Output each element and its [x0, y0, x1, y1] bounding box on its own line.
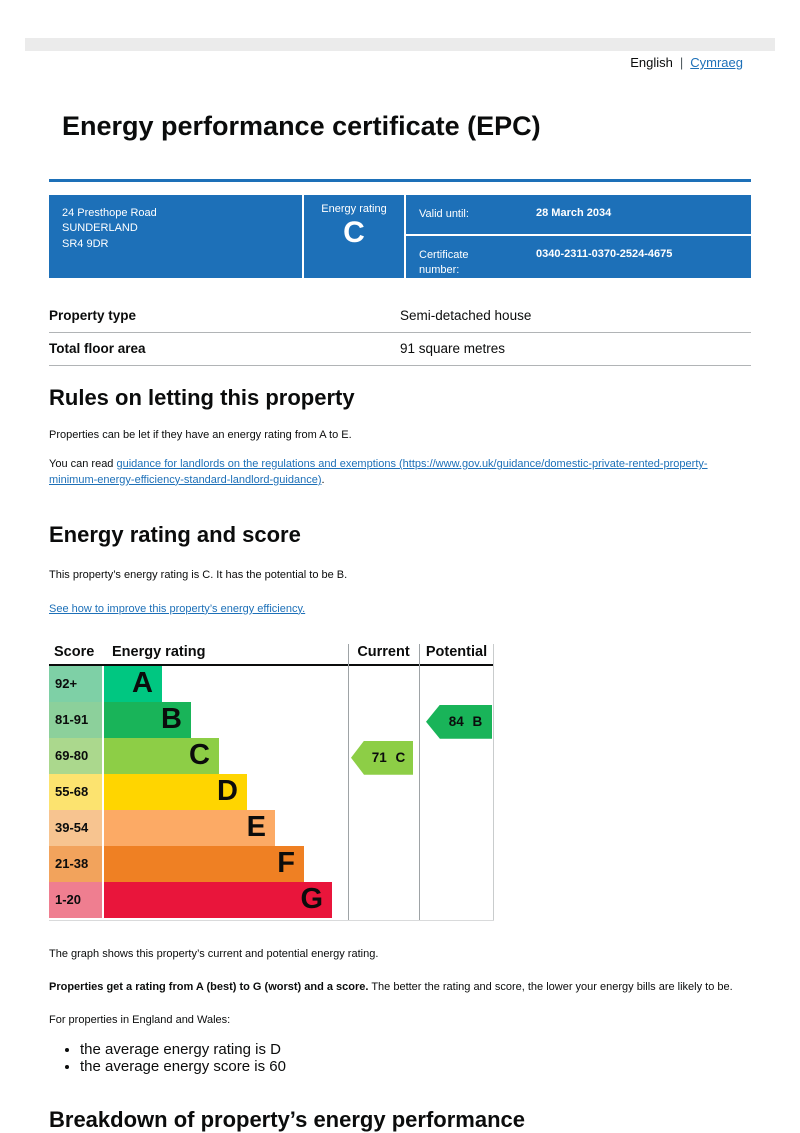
- band-score-range: 69-80: [49, 737, 102, 774]
- average-ratings-list: the average energy rating is D the avera…: [80, 1041, 751, 1076]
- score-column-header: Score: [54, 643, 95, 660]
- landlord-guidance-paragraph: You can read guidance for landlords on t…: [49, 457, 739, 489]
- language-current: English: [630, 55, 673, 70]
- rating-summary-paragraph: This property’s energy rating is C. It h…: [49, 568, 348, 581]
- band-score-range: 81-91: [49, 701, 102, 738]
- current-column-header: Current: [357, 643, 410, 660]
- guidance-link-suffix: .: [321, 473, 325, 486]
- chart-column-divider: [419, 643, 420, 920]
- address-line-2: SUNDERLAND: [62, 222, 138, 235]
- epc-band-row: 1-20 G: [49, 881, 494, 918]
- valid-until-label: Valid until:: [419, 208, 469, 220]
- chart-header-row: Score Energy rating Current Potential: [49, 644, 494, 666]
- rules-section-heading: Rules on letting this property: [49, 385, 355, 410]
- address-line-1: 24 Presthope Road: [62, 207, 157, 219]
- band-score-range: 39-54: [49, 809, 102, 846]
- band-score-range: 21-38: [49, 845, 102, 882]
- chart-bottom-border: [49, 919, 494, 921]
- rating-explainer-paragraph: Properties get a rating from A (best) to…: [49, 980, 751, 996]
- potential-column-header: Potential: [425, 643, 488, 660]
- landlord-guidance-link[interactable]: guidance for landlords on the regulation…: [49, 457, 708, 486]
- energy-rating-label: Energy rating: [321, 203, 387, 215]
- band-letter-bar: D: [104, 773, 247, 810]
- certificate-number-row: Certificate number: 0340-2311-0370-2524-…: [406, 236, 751, 278]
- epc-band-row: 55-68 D: [49, 773, 494, 810]
- epc-band-row: 69-80 C: [49, 737, 494, 774]
- energy-rating-column-header: Energy rating: [112, 643, 206, 660]
- page-content: English | Cymraeg Energy performance certi…: [49, 55, 751, 1133]
- current-rating-arrow: 71 C: [351, 740, 413, 775]
- band-letter-bar: G: [104, 881, 332, 918]
- band-letter-bar: B: [104, 701, 191, 738]
- improve-efficiency-link[interactable]: See how to improve this property’s energ…: [49, 602, 306, 615]
- breakdown-section-heading: Breakdown of property’s energy performan…: [49, 1106, 525, 1132]
- rating-explainer-rest: The better the rating and score, the low…: [368, 980, 733, 993]
- graph-description-paragraph: The graph shows this property’s current …: [49, 947, 379, 960]
- chart-band-rows: 92+ A 81-91 B 69-80 C 55-68 D 39-54 E 21-38 F 1-20 G: [49, 665, 494, 918]
- language-link-cymraeg[interactable]: Cymraeg: [690, 55, 743, 70]
- valid-until-row: Valid until: 28 March 2034: [406, 195, 751, 237]
- top-divider-bar: [25, 38, 775, 51]
- epc-rating-chart: Score Energy rating Current Potential 92…: [49, 643, 494, 921]
- epc-band-row: 21-38 F: [49, 845, 494, 882]
- band-score-range: 55-68: [49, 773, 102, 810]
- chart-column-divider: [348, 643, 349, 920]
- property-type-label: Property type: [49, 308, 137, 323]
- band-letter-bar: F: [104, 845, 304, 882]
- potential-rating-arrow: 84 B: [426, 704, 492, 739]
- table-row: Total floor area 91 square metres: [49, 333, 751, 366]
- certificate-number-label: Certificate number:: [419, 249, 469, 277]
- blue-divider-rule: [49, 179, 751, 182]
- certificate-summary-box: 24 Presthope Road SUNDERLAND SR4 9DR Ene…: [49, 195, 751, 278]
- page-title: Energy performance certificate (EPC): [62, 111, 541, 141]
- rules-paragraph: Properties can be let if they have an en…: [49, 429, 352, 441]
- rating-explainer-bold: Properties get a rating from A (best) to…: [49, 980, 369, 993]
- rating-section-heading: Energy rating and score: [49, 521, 301, 547]
- band-score-range: 92+: [49, 665, 102, 702]
- improve-efficiency-paragraph: See how to improve this property’s energ…: [49, 602, 751, 618]
- potential-rating-value: 84 B: [448, 714, 483, 730]
- table-row: Property type Semi-detached house: [49, 300, 751, 333]
- language-separator: |: [679, 55, 684, 70]
- list-item: the average energy rating is D: [80, 1041, 751, 1059]
- validity-section: Valid until: 28 March 2034 Certificate n…: [406, 195, 751, 278]
- band-letter-bar: C: [104, 737, 219, 774]
- epc-band-row: 92+ A: [49, 665, 494, 702]
- energy-rating-cell: Energy rating C: [302, 195, 406, 278]
- band-letter-bar: A: [104, 665, 162, 702]
- property-details-table: Property type Semi-detached house Total …: [49, 300, 751, 366]
- floor-area-value: 91 square metres: [400, 341, 506, 356]
- england-wales-paragraph: For properties in England and Wales:: [49, 1013, 231, 1026]
- current-rating-value: 71 C: [371, 750, 406, 766]
- list-item: the average energy score is 60: [80, 1058, 751, 1076]
- energy-rating-value: C: [343, 216, 365, 249]
- epc-band-row: 81-91 B: [49, 701, 494, 738]
- valid-until-value: 28 March 2034: [536, 207, 612, 219]
- band-letter-bar: E: [104, 809, 275, 846]
- chart-right-border: [493, 643, 494, 920]
- language-switcher: English | Cymraeg: [49, 55, 751, 70]
- property-address: 24 Presthope Road SUNDERLAND SR4 9DR: [49, 195, 302, 278]
- address-line-3: SR4 9DR: [62, 237, 109, 250]
- epc-band-row: 39-54 E: [49, 809, 494, 846]
- floor-area-label: Total floor area: [49, 341, 146, 356]
- band-score-range: 1-20: [49, 881, 102, 918]
- property-type-value: Semi-detached house: [400, 308, 532, 323]
- guidance-link-prefix: You can read: [49, 457, 117, 470]
- certificate-number-value: 0340-2311-0370-2524-4675: [536, 248, 673, 261]
